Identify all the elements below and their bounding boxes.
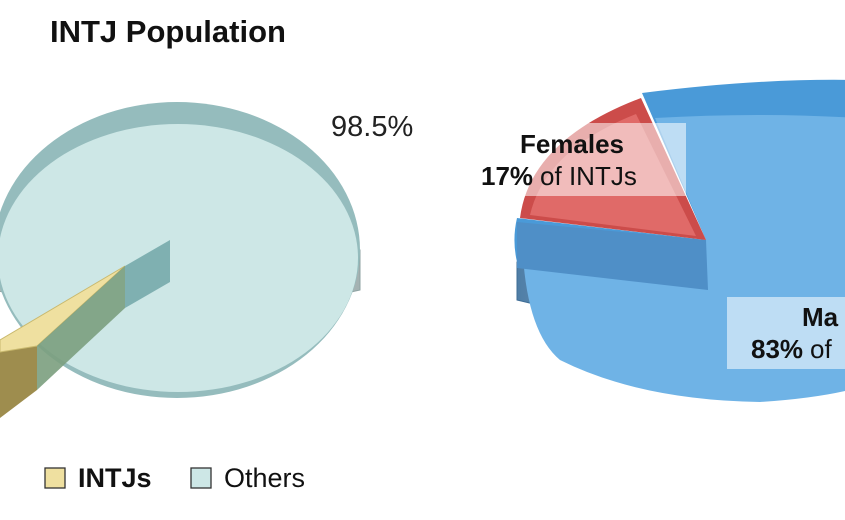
data-label-females-name: Females — [520, 129, 624, 159]
data-label-males-suffix: of — [810, 334, 832, 364]
legend: INTJs Others — [44, 463, 305, 493]
pie-left: 98.5% — [0, 102, 413, 418]
data-label-females-bg — [456, 123, 686, 196]
pie-slice-intjs-edge — [37, 266, 125, 390]
legend-label-intjs: INTJs — [78, 463, 152, 493]
legend-swatch-others — [190, 467, 212, 489]
pie-slice-gap-face — [125, 240, 170, 308]
data-label-males-name: Ma — [802, 302, 839, 332]
data-label-females-pct: 17% — [481, 161, 533, 191]
data-label-females-value: 17% of INTJs — [481, 161, 637, 191]
pie-slice-intjs-side — [0, 346, 37, 418]
pie-right: Females 17% of INTJs Ma 83% of — [456, 79, 845, 402]
legend-label-others: Others — [224, 463, 305, 493]
legend-swatch-intjs — [44, 467, 66, 489]
data-label-males-value: 83% of — [751, 334, 833, 364]
pie-slice-males-cut — [517, 222, 708, 290]
chart-title: INTJ Population — [50, 14, 286, 49]
data-label-males-pct: 83% — [751, 334, 803, 364]
data-label-others: 98.5% — [331, 111, 413, 143]
data-label-males-bg — [727, 297, 845, 369]
data-label-females-suffix: of INTJs — [540, 161, 637, 191]
